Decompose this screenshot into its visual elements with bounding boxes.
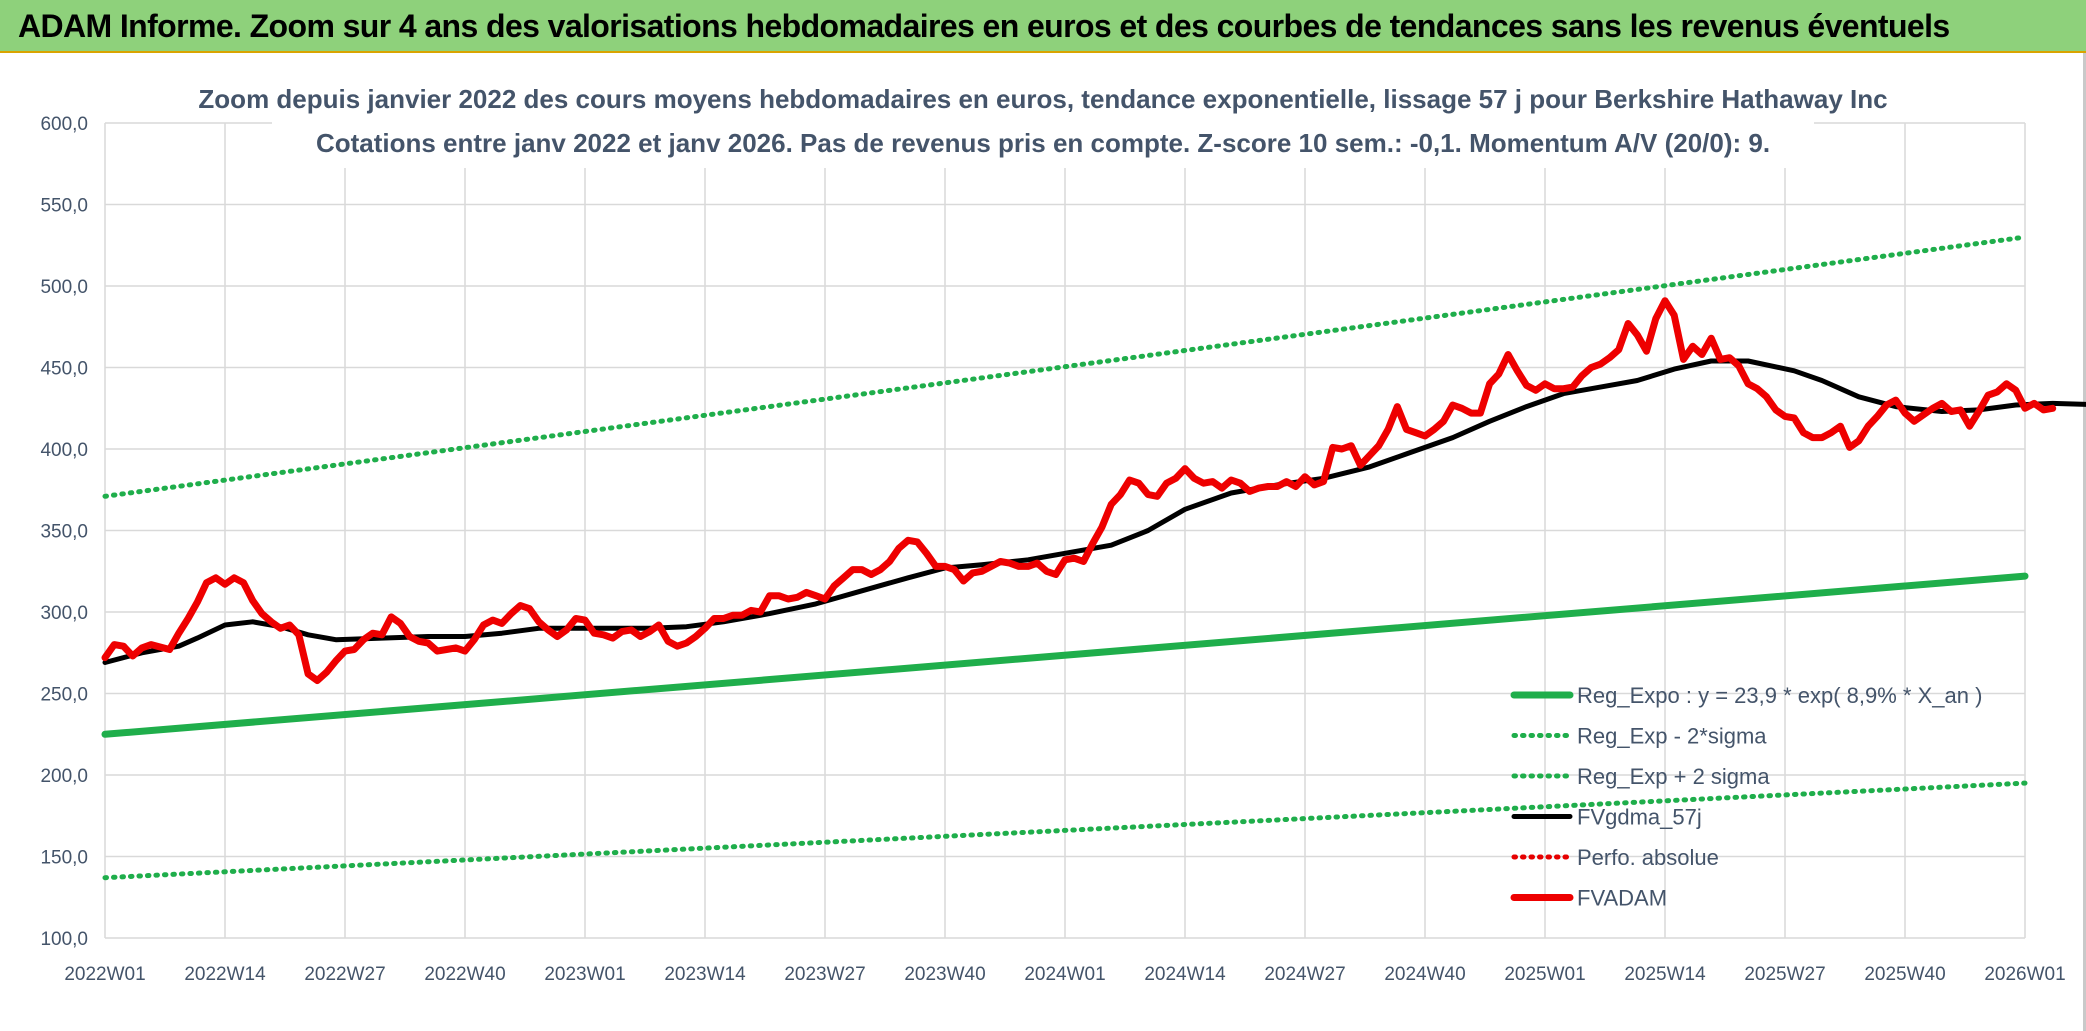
x-axis-ticks: 2022W01 2022W14 2022W27 2022W40 2023W01 2023W…	[64, 964, 2065, 985]
report-banner: ADAM Informe. Zoom sur 4 ans des valoris…	[0, 0, 2086, 53]
y-tick-label: 350,0	[40, 522, 88, 543]
x-tick-label: 2025W40	[1864, 964, 1945, 985]
x-tick-label: 2024W40	[1384, 964, 1465, 985]
y-tick-label: 300,0	[40, 603, 88, 624]
legend: Reg_Expo : y = 23,9 * exp( 8,9% * X_an )…	[1510, 683, 1982, 911]
y-tick-label: 250,0	[40, 685, 88, 706]
y-tick-label: 600,0	[40, 114, 88, 135]
x-tick-label: 2023W40	[904, 964, 985, 985]
series-line-reg-exp-2-sigma	[102, 234, 2028, 499]
series-line-reg-expo-y-23-9-exp-8-9-x-an	[101, 572, 2029, 738]
legend-label: Reg_Exp + 2 sigma	[1577, 764, 1770, 789]
y-tick-label: 500,0	[40, 277, 88, 298]
x-tick-label: 2024W01	[1024, 964, 1105, 985]
series-line-reg-exp-2-sigma	[102, 780, 2028, 881]
legend-label: FVADAM	[1577, 886, 1667, 911]
y-tick-label: 100,0	[40, 929, 88, 950]
x-tick-label: 2023W27	[784, 964, 865, 985]
y-tick-label: 450,0	[40, 359, 88, 380]
y-tick-label: 150,0	[40, 848, 88, 869]
grid-lines	[104, 122, 2026, 939]
x-tick-label: 2025W27	[1744, 964, 1825, 985]
chart-title: Zoom depuis janvier 2022 des cours moyen…	[198, 84, 1887, 114]
x-tick-label: 2023W14	[664, 964, 746, 985]
x-tick-label: 2024W27	[1264, 964, 1345, 985]
x-tick-label: 2022W14	[184, 964, 266, 985]
x-tick-label: 2025W01	[1504, 964, 1585, 985]
y-tick-label: 400,0	[40, 440, 88, 461]
x-tick-label: 2023W01	[544, 964, 625, 985]
legend-label: Reg_Exp - 2*sigma	[1577, 724, 1767, 749]
chart-subtitle: Cotations entre janv 2022 et janv 2026. …	[316, 128, 1770, 158]
x-tick-label: 2022W27	[304, 964, 385, 985]
legend-label: Reg_Expo : y = 23,9 * exp( 8,9% * X_an )	[1577, 683, 1982, 708]
y-tick-label: 200,0	[40, 766, 88, 787]
x-tick-label: 2024W14	[1144, 964, 1226, 985]
chart-frame	[0, 53, 2086, 1031]
x-tick-label: 2026W01	[1984, 964, 2065, 985]
x-tick-label: 2022W40	[424, 964, 505, 985]
series-line-fvgdma-57j	[102, 358, 2086, 665]
legend-label: FVgdma_57j	[1577, 805, 1702, 830]
title-background	[272, 80, 1814, 168]
y-axis-ticks: 100,0 150,0 200,0 250,0 300,0 350,0 400,0 450,0…	[40, 114, 88, 950]
y-tick-label: 550,0	[40, 196, 88, 217]
x-tick-label: 2025W14	[1624, 964, 1706, 985]
x-tick-label: 2022W01	[64, 964, 145, 985]
series-lines	[101, 234, 2086, 881]
series-line-fvadam	[101, 297, 2057, 684]
report-title: ADAM Informe. Zoom sur 4 ans des valoris…	[18, 8, 1950, 44]
legend-label: Perfo. absolue	[1577, 845, 1719, 870]
